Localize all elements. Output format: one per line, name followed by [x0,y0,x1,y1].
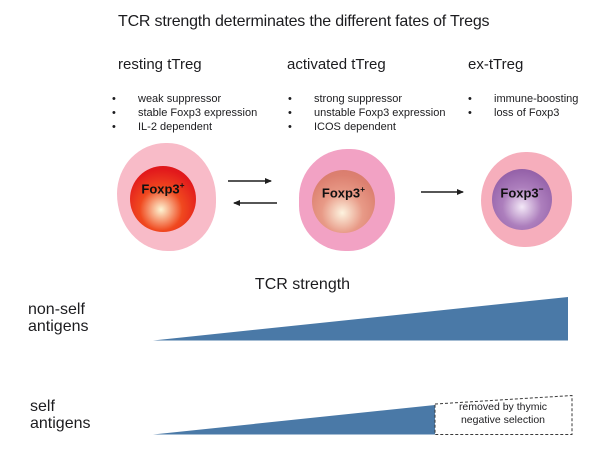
note-line: removed by thymic [458,401,548,413]
list-item: • loss of Foxp3 [468,106,578,120]
bullet-icon: • [288,93,292,105]
bullet-list-activated-ttreg: • strong suppressor • unstable Foxp3 exp… [288,92,445,134]
self-antigens-wedge [153,405,435,435]
ex-ttreg-nucleus: Foxp3− [492,169,552,230]
foxp3-positive-label: Foxp3+ [321,184,366,201]
list-item: • stable Foxp3 expression [112,106,257,120]
label-line: antigens [28,318,89,335]
list-item: • unstable Foxp3 expression [288,106,445,120]
self-antigens-label: self antigens [30,398,91,432]
bullet-text: stable Foxp3 expression [138,107,258,119]
nonself-antigens-label: non-self antigens [28,301,89,335]
column-header-ex-ttreg: ex-tTreg [468,56,524,73]
list-item: • immune-boosting [468,92,578,106]
bullet-icon: • [288,107,292,119]
note-line: negative selection [460,413,546,426]
bullet-icon: • [112,93,116,105]
bullet-text: ICOS dependent [314,121,396,133]
bullet-icon: • [112,107,116,119]
list-item: • strong suppressor [288,92,445,106]
diagram-title: TCR strength determinates the different … [118,13,490,30]
bullet-list-resting-ttreg: • weak suppressor • stable Foxp3 express… [112,92,257,134]
resting-ttreg-cell: Foxp3+ [117,143,216,251]
bullet-text: loss of Foxp3 [494,107,560,119]
bullet-text: strong suppressor [314,93,403,105]
list-item: • ICOS dependent [288,120,445,134]
bullet-text: IL-2 dependent [138,121,213,133]
label-line: self [30,398,55,415]
list-item: • IL-2 dependent [112,120,257,134]
ex-ttreg-cell: Foxp3− [481,152,572,247]
bullet-text: immune-boosting [494,93,579,105]
bullet-text: weak suppressor [138,93,222,105]
activated-ttreg-nucleus: Foxp3+ [312,170,375,233]
tcr-strength-heading: TCR strength [254,276,351,293]
bullet-icon: • [468,93,472,105]
bullet-icon: • [112,121,116,133]
bullet-text: unstable Foxp3 expression [314,107,446,119]
bullet-icon: • [288,121,292,133]
bullet-icon: • [468,107,472,119]
activated-ttreg-cell: Foxp3+ [299,149,395,251]
nonself-antigens-wedge [153,297,568,341]
label-line: antigens [30,415,91,432]
column-header-resting-ttreg: resting tTreg [118,56,202,73]
foxp3-positive-label: Foxp3+ [141,180,185,197]
negative-selection-dashed-box [434,394,573,435]
list-item: • weak suppressor [112,92,257,106]
foxp3-negative-label: Foxp3− [500,184,544,201]
column-header-activated-ttreg: activated tTreg [287,56,386,73]
bullet-list-ex-ttreg: • immune-boosting • loss of Foxp3 [468,92,578,120]
resting-ttreg-nucleus: Foxp3+ [130,166,196,232]
label-line: non-self [28,301,85,318]
thymic-negative-selection-note: removed by thymic negative selection [438,401,568,426]
